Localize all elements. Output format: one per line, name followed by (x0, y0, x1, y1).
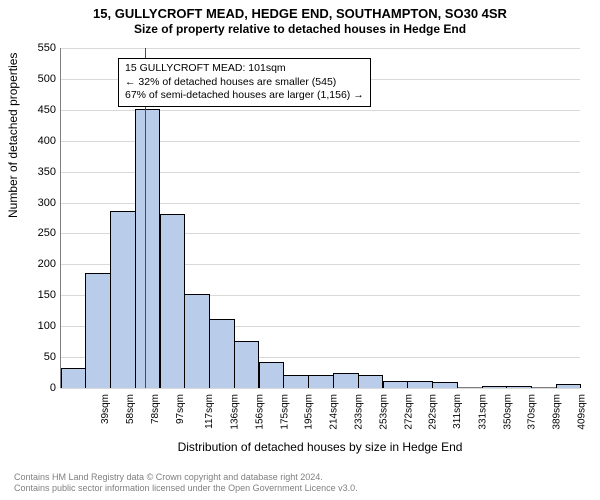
y-tick-label: 150 (38, 289, 56, 301)
x-tick-label: 311sqm (452, 394, 463, 429)
info-box: 15 GULLYCROFT MEAD: 101sqm ← 32% of deta… (118, 58, 371, 107)
y-tick-label: 550 (38, 42, 56, 54)
x-tick-label: 117sqm (204, 394, 215, 429)
histogram-bar (383, 381, 409, 388)
histogram-bar (85, 273, 111, 388)
x-tick-label: 97sqm (175, 394, 186, 424)
y-tick-label: 400 (38, 135, 56, 147)
y-tick-label: 200 (38, 258, 56, 270)
histogram-bar (135, 109, 161, 388)
histogram-bar (184, 294, 210, 388)
x-tick-label: 233sqm (354, 394, 365, 430)
y-tick-label: 0 (50, 382, 56, 394)
gridline (60, 388, 580, 389)
y-tick-label: 300 (38, 197, 56, 209)
y-tick-label: 500 (38, 73, 56, 85)
x-tick-label: 409sqm (576, 394, 587, 430)
axis-line (60, 48, 61, 388)
y-tick-label: 350 (38, 166, 56, 178)
gridline (60, 48, 580, 49)
histogram-bar (61, 368, 87, 388)
y-axis-label: Number of detached properties (6, 53, 20, 218)
info-line-property: 15 GULLYCROFT MEAD: 101sqm (125, 62, 364, 76)
x-tick-label: 58sqm (125, 394, 136, 424)
histogram-bar (259, 362, 285, 388)
x-tick-label: 195sqm (304, 394, 315, 430)
histogram-bar (333, 373, 359, 388)
x-tick-label: 253sqm (378, 394, 389, 430)
histogram-bar (308, 375, 334, 388)
footer-line: Contains public sector information licen… (14, 483, 358, 494)
x-tick-label: 214sqm (329, 394, 340, 430)
x-tick-label: 78sqm (150, 394, 161, 424)
info-line-larger: 67% of semi-detached houses are larger (… (125, 89, 364, 103)
chart-container: 15, GULLYCROFT MEAD, HEDGE END, SOUTHAMP… (0, 0, 600, 500)
histogram-bar (407, 381, 433, 388)
histogram-bar (556, 384, 582, 388)
histogram-bar (506, 386, 532, 388)
histogram-bar (358, 375, 384, 388)
y-tick-label: 450 (38, 104, 56, 116)
histogram-bar (482, 386, 508, 388)
y-tick-label: 100 (38, 320, 56, 332)
histogram-bar (234, 341, 260, 388)
x-tick-label: 370sqm (527, 394, 538, 430)
x-tick-label: 389sqm (552, 394, 563, 430)
x-tick-label: 292sqm (428, 394, 439, 430)
x-axis-label: Distribution of detached houses by size … (60, 440, 580, 454)
histogram-bar (432, 382, 458, 388)
plot-area: 05010015020025030035040045050055039sqm58… (60, 48, 580, 388)
y-tick-label: 50 (44, 351, 56, 363)
footer-line: Contains HM Land Registry data © Crown c… (14, 472, 358, 483)
x-tick-label: 331sqm (477, 394, 488, 430)
x-tick-label: 272sqm (403, 394, 414, 430)
x-tick-label: 175sqm (279, 394, 290, 430)
histogram-bar (160, 214, 186, 388)
x-tick-label: 39sqm (100, 394, 111, 424)
histogram-bar (209, 319, 235, 388)
chart-title-address: 15, GULLYCROFT MEAD, HEDGE END, SOUTHAMP… (0, 0, 600, 22)
x-tick-label: 156sqm (255, 394, 266, 430)
histogram-bar (283, 375, 309, 388)
x-tick-label: 350sqm (502, 394, 513, 430)
footer-attribution: Contains HM Land Registry data © Crown c… (14, 472, 358, 494)
y-tick-label: 250 (38, 227, 56, 239)
chart-subtitle: Size of property relative to detached ho… (0, 22, 600, 37)
info-line-smaller: ← 32% of detached houses are smaller (54… (125, 76, 364, 90)
histogram-bar (110, 211, 136, 388)
x-tick-label: 136sqm (230, 394, 241, 430)
